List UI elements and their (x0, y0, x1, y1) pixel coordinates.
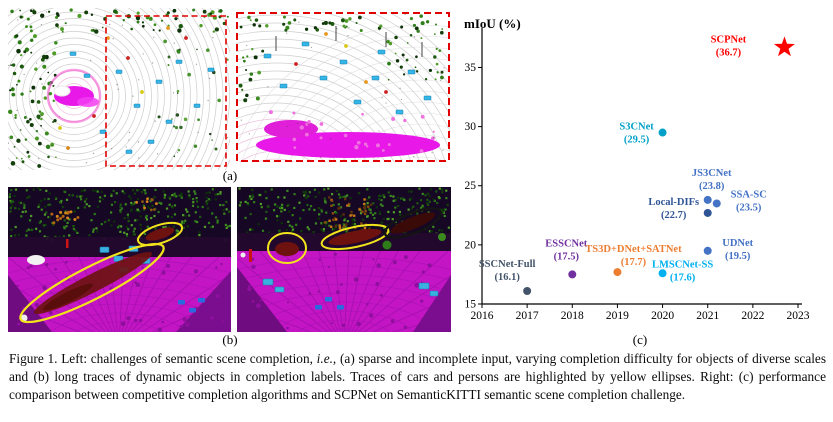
chart-label-TS3D+DNet+SATNet: TS3D+DNet+SATNet (585, 244, 682, 255)
svg-text:2018: 2018 (561, 310, 584, 322)
panel-b-completion-left (8, 187, 231, 332)
panel-a-label: (a) (222, 168, 238, 183)
svg-text:2019: 2019 (606, 310, 629, 322)
panel-b-completion-right (237, 187, 451, 332)
svg-text:2021: 2021 (696, 310, 719, 322)
zoom-region-box (105, 15, 227, 167)
svg-text:(22.7): (22.7) (661, 210, 687, 221)
svg-text:2017: 2017 (516, 310, 539, 322)
svg-text:30: 30 (465, 121, 477, 133)
svg-text:2023: 2023 (787, 310, 810, 322)
chart-label-Local-DIFs: Local-DIFs (648, 197, 699, 208)
chart-point-JS3CNet (703, 195, 712, 204)
trace-ellipse-small (136, 221, 184, 247)
svg-text:35: 35 (465, 62, 477, 74)
chart-label-ESSCNet: ESSCNet (545, 238, 588, 249)
chart-label-S3CNet: S3CNet (619, 122, 654, 133)
svg-text:(17.6): (17.6) (670, 272, 696, 283)
svg-text:(16.1): (16.1) (494, 272, 520, 283)
chart-point-ESSCNet (568, 270, 577, 279)
chart-point-S3CNet (658, 128, 667, 137)
chart-label-SSA-SC: SSA-SC (731, 189, 767, 200)
panel-a-zoom-inset (236, 12, 450, 162)
chart-label-UDNet: UDNet (722, 238, 753, 249)
chart-point-TS3D+DNet+SATNet (613, 268, 622, 277)
trace-ellipse-black (383, 207, 443, 239)
svg-text:2022: 2022 (741, 310, 764, 322)
chart-ylabel: mIoU (%) (464, 16, 521, 31)
chart-point-Local-DIFs (703, 208, 712, 217)
svg-text:20: 20 (465, 239, 477, 251)
chart-point-SSA-SC (712, 199, 721, 208)
chart-point-SSCNet-Full (523, 286, 532, 295)
svg-text:(23.8): (23.8) (699, 181, 725, 192)
chart-point-SCPNet (774, 36, 795, 57)
svg-text:25: 25 (465, 180, 477, 192)
svg-text:(17.7): (17.7) (621, 257, 647, 268)
chart-label-SSCNet-Full: SSCNet-Full (479, 259, 536, 270)
svg-text:2016: 2016 (471, 310, 494, 322)
miou-scatter-chart: 15 20 25 30 35 2016 2017 2018 2019 2020 2021 2022 20… (464, 16, 810, 322)
svg-text:(17.5): (17.5) (554, 251, 580, 262)
svg-text:2020: 2020 (651, 310, 674, 322)
chart-label-SCPNet: SCPNet (711, 34, 747, 45)
panel-c-label: (c) (632, 332, 648, 347)
svg-text:(23.5): (23.5) (736, 202, 762, 213)
svg-text:(19.5): (19.5) (725, 251, 751, 262)
svg-text:15: 15 (465, 299, 477, 311)
chart-point-LMSCNet-SS (658, 269, 667, 278)
svg-text:(29.5): (29.5) (624, 135, 650, 146)
trace-ellipse-large (19, 242, 165, 324)
chart-label-LMSCNet-SS: LMSCNet-SS (652, 259, 713, 270)
panel-b-label: (b) (222, 332, 238, 347)
trace-ellipse-center (320, 223, 390, 251)
svg-text:(36.7): (36.7) (716, 47, 742, 58)
chart-label-JS3CNet: JS3CNet (692, 168, 732, 179)
chart-point-UDNet (703, 246, 712, 255)
zoom-inset-border (236, 12, 450, 162)
trace-ellipse-circle (267, 232, 307, 264)
figure-caption: Figure 1. Left: challenges of semantic s… (9, 351, 826, 402)
panel-a-lidar-scan (8, 8, 230, 170)
